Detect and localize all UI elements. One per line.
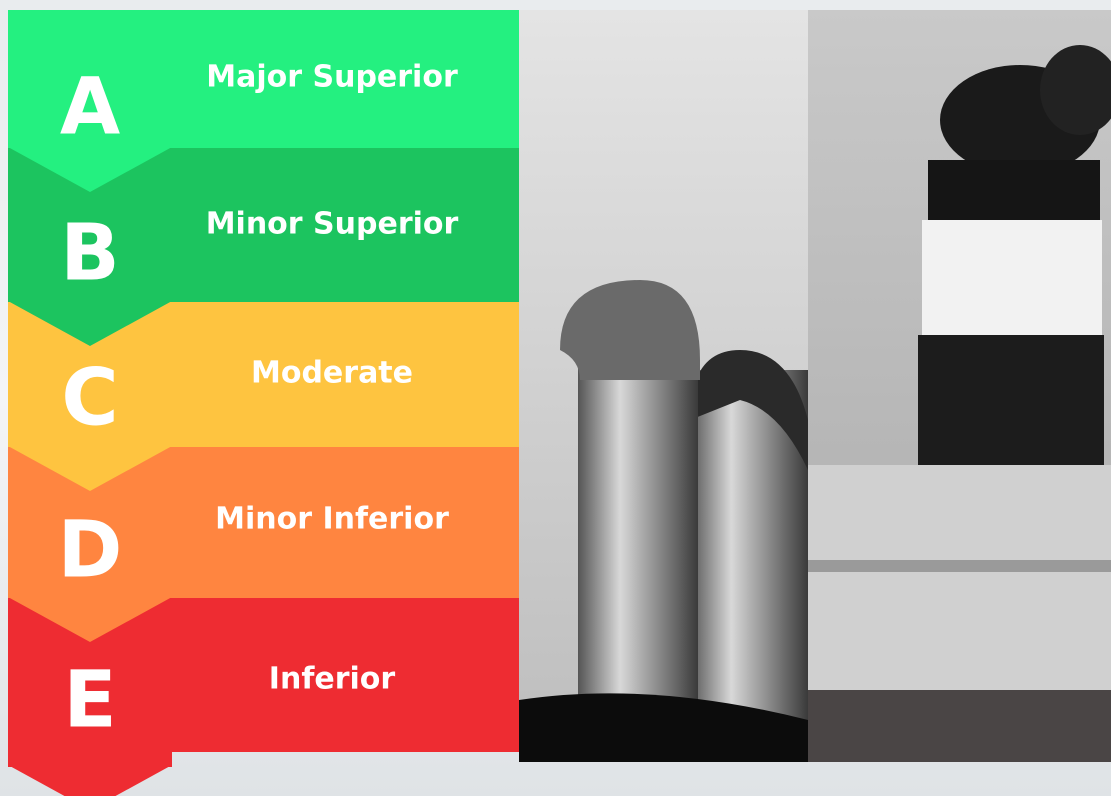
rating-label: Minor Superior — [206, 207, 459, 242]
rating-label: Major Superior — [206, 60, 458, 95]
rating-letter: B — [60, 208, 119, 298]
photo-ship — [808, 10, 1111, 762]
rating-label: Minor Inferior — [215, 502, 449, 537]
page: A Major Superior B Minor Superior C Moderate D… — [0, 0, 1111, 796]
rating-letter: A — [60, 62, 120, 152]
infographic: A Major Superior B Minor Superior C Moderate D… — [0, 0, 1111, 796]
rating-letter: C — [61, 353, 118, 443]
rating-scale: A Major Superior B Minor Superior C Moderate D… — [8, 10, 519, 796]
rating-letter: D — [58, 505, 123, 595]
letter-tab — [8, 751, 172, 767]
photo-pipes — [519, 10, 808, 762]
rating-letter: E — [63, 655, 116, 745]
rating-label: Moderate — [251, 356, 413, 391]
rating-label: Inferior — [269, 662, 396, 697]
